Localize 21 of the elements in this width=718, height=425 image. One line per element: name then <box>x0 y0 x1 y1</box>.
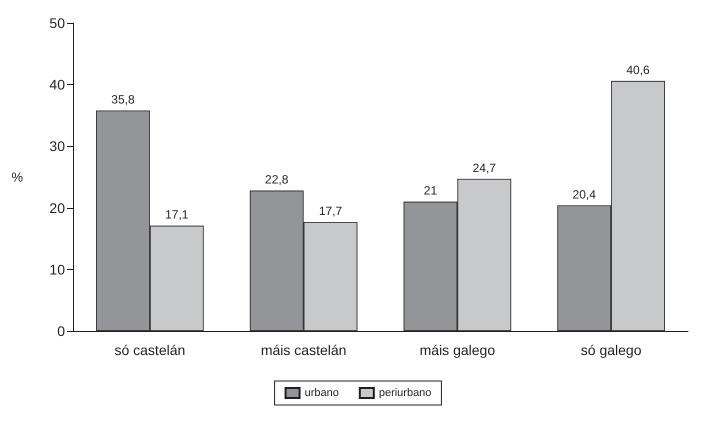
x-tick-label: máis galego <box>420 342 496 358</box>
y-axis-title: % <box>11 170 24 184</box>
x-tick-label: só castelán <box>114 342 186 358</box>
y-tick-label: 10 <box>49 261 66 278</box>
x-tick-label: só galego <box>580 342 642 358</box>
data-label: 20,4 <box>572 187 596 202</box>
y-tick-label: 0 <box>57 323 66 339</box>
data-label: 24,7 <box>472 160 496 175</box>
data-label: 35,8 <box>111 92 135 106</box>
y-tick-label: 30 <box>49 138 66 154</box>
data-label: 17,1 <box>165 208 189 222</box>
y-tick-label: 40 <box>49 76 66 93</box>
legend-label: periurbano <box>378 387 432 399</box>
data-label: 21 <box>424 184 438 198</box>
legend-label: urbano <box>304 387 339 399</box>
data-label: 22,8 <box>265 172 289 187</box>
data-label: 40,6 <box>626 62 650 77</box>
y-tick-label: 50 <box>49 15 66 31</box>
y-tick-label: 20 <box>49 200 66 216</box>
data-label: 17,7 <box>318 204 343 218</box>
x-tick-label: máis castelán <box>260 342 346 358</box>
